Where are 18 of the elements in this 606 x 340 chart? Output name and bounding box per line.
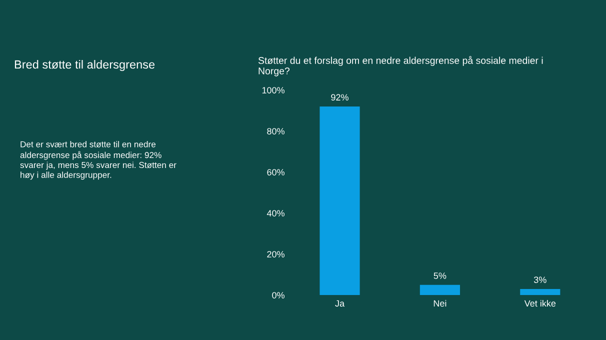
y-tick-label: 60%: [267, 169, 284, 176]
x-tick-label: Ja: [335, 300, 345, 307]
data-label: 5%: [434, 272, 446, 279]
text: Det er svært bred støtte til en nedre aldersgrense på sosiale medier: 92% svarer ja, mens 5% svarer nei. Støtten er høy i alle aldersgrupper.: [20, 141, 176, 180]
bar: [520, 288, 560, 296]
text: Bred støtte til aldersgrense: [14, 60, 155, 72]
y-tick-label: 100%: [262, 87, 284, 94]
y-tick-label: 40%: [266, 210, 284, 216]
bar: [320, 106, 360, 296]
y-tick-label: 80%: [267, 128, 284, 134]
bar: [420, 284, 460, 296]
data-label: 3%: [534, 276, 546, 284]
x-tick-label: Vet ikke: [524, 300, 556, 307]
chart-title: Støtter du et forslag om en nedre aldersgrense på sosiale medier i Norge?: [258, 56, 543, 76]
x-tick-label: Nei: [434, 300, 446, 307]
y-tick-label: 20%: [267, 251, 284, 258]
y-tick-label: 0%: [272, 292, 284, 298]
data-label: 92%: [331, 94, 348, 101]
